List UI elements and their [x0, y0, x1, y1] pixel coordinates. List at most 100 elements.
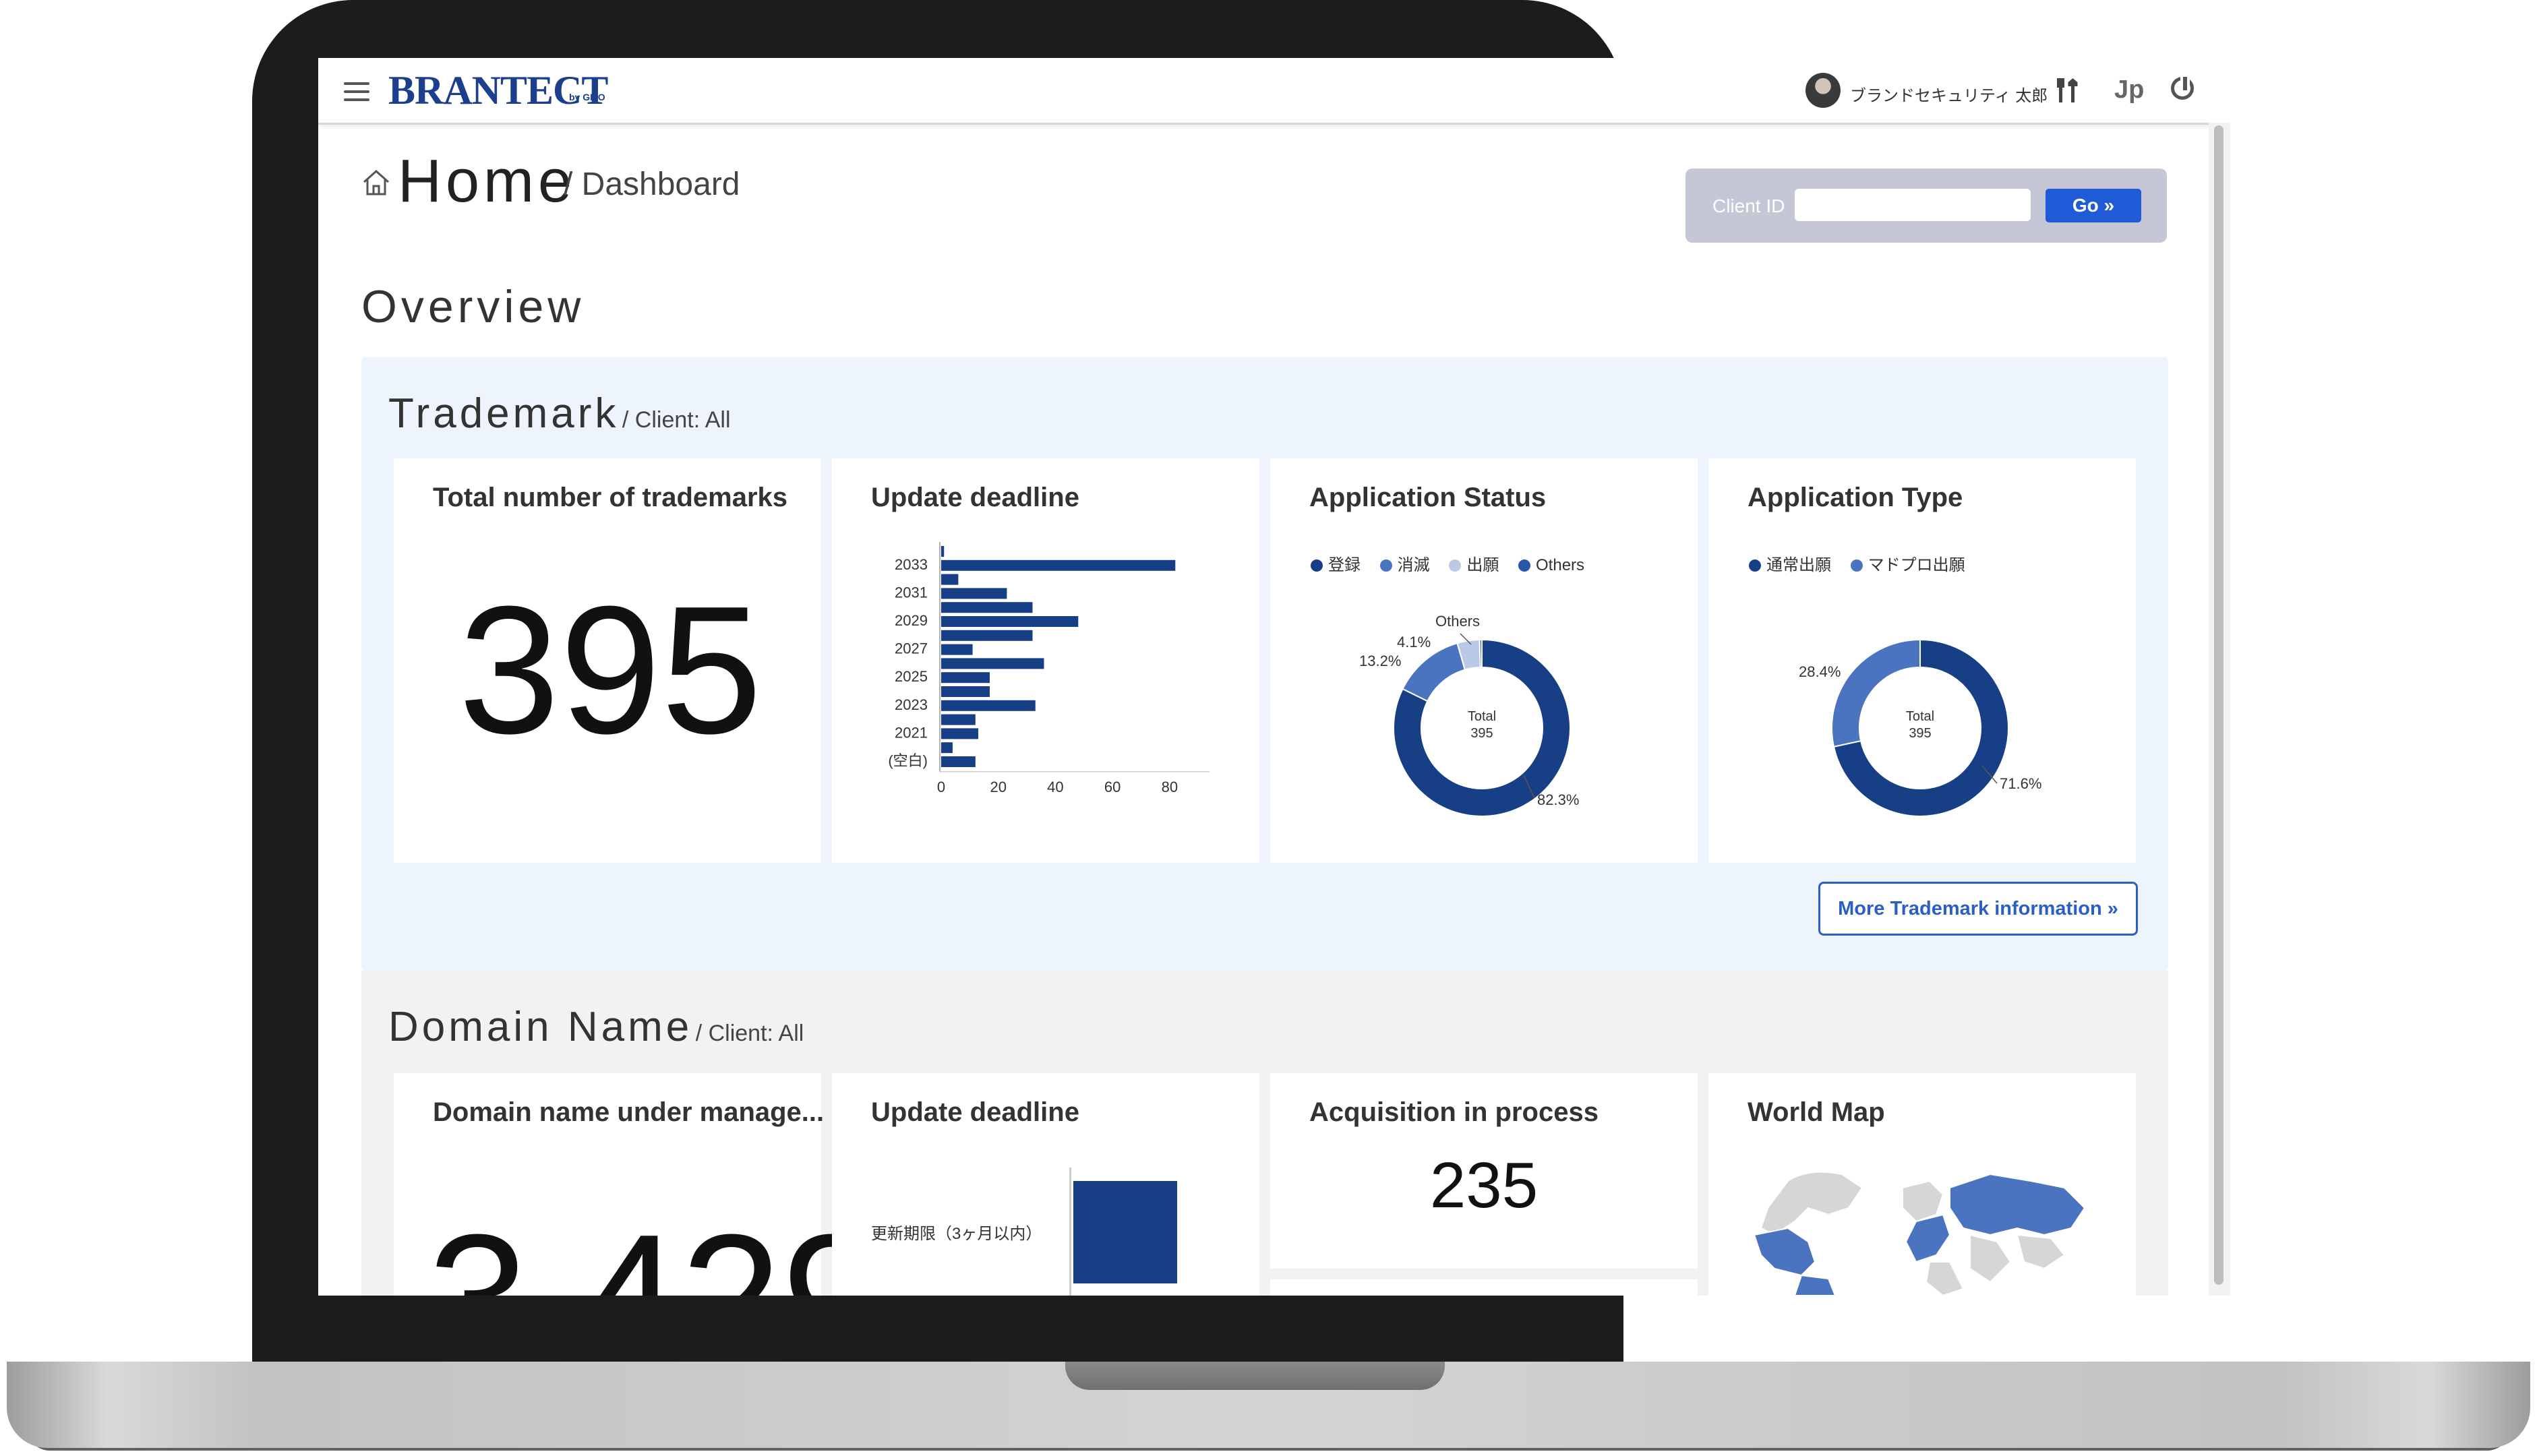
bar	[941, 574, 959, 585]
y-tick-label: 2021	[895, 724, 928, 741]
app-screen: BRANTECT by GMO ブランドセキュリティ 太郎 Jp Home / …	[318, 58, 2230, 1296]
bar	[941, 742, 953, 754]
domain-update-deadline-card[interactable]: Update deadline 更新期限（3ヶ月以内）	[832, 1073, 1259, 1296]
trademark-update-deadline-card[interactable]: Update deadline 2033 2031 2029 2027 2025 2023…	[832, 458, 1259, 863]
page-title: Home	[398, 148, 576, 215]
next-card[interactable]	[1270, 1279, 1698, 1296]
scrollbar-thumb[interactable]	[2214, 125, 2223, 1285]
x-tick-label: 80	[1162, 779, 1178, 795]
trademark-section: Trademark / Client: All Total number of …	[361, 357, 2168, 971]
trademark-deadline-bar-chart: 2033 2031 2029 2027 2025 2023 2021 (空白) 0 20 40 60 8…	[888, 542, 1210, 795]
deadline-bar	[1073, 1181, 1177, 1283]
y-tick-label: 2033	[895, 556, 928, 573]
card-title: Application Status	[1309, 483, 1547, 512]
card-title: World Map	[1748, 1097, 1885, 1127]
bar	[941, 658, 1044, 669]
legend-label: 登録	[1328, 556, 1361, 574]
application-type-donut-chart: Total 395 28.4% 71.6%	[1799, 638, 2041, 817]
client-id-label: Client ID	[1712, 195, 1785, 216]
x-tick-label: 40	[1047, 779, 1063, 795]
donut-slice	[1831, 638, 1921, 748]
bar	[941, 616, 1079, 627]
acquisition-card[interactable]: Acquisition in process 235	[1270, 1073, 1698, 1269]
bar	[941, 728, 979, 739]
status-legend: 登録 消滅 出願 Others	[1311, 551, 1599, 575]
home-icon	[363, 169, 389, 195]
bar	[941, 756, 976, 767]
card-title: Total number of trademarks	[433, 483, 788, 512]
legend-label: 消滅	[1397, 556, 1430, 574]
avatar[interactable]	[1805, 73, 1841, 108]
bar	[941, 559, 1176, 571]
user-name[interactable]: ブランドセキュリティ 太郎	[1850, 87, 2048, 105]
client-id-input[interactable]	[1795, 189, 2031, 221]
domains-managed-card[interactable]: Domain name under manage... 3,429	[394, 1073, 883, 1296]
y-tick-label: (空白)	[888, 752, 928, 769]
card-title: Domain name under manage...	[433, 1097, 825, 1127]
total-trademarks-value: 395	[458, 569, 763, 772]
bar	[941, 672, 990, 684]
breadcrumb: / Dashboard	[564, 166, 740, 202]
y-tick-label: 2023	[895, 696, 928, 713]
slice-label: 13.2%	[1359, 653, 1401, 669]
language-toggle[interactable]: Jp	[2114, 75, 2145, 104]
more-trademark-info-button[interactable]: More Trademark information »	[1818, 882, 2138, 936]
y-tick-label: 2031	[895, 584, 928, 601]
x-tick-label: 0	[937, 779, 945, 795]
hamburger-menu-icon[interactable]	[344, 82, 369, 101]
legend-label: 通常出願	[1766, 556, 1831, 574]
acquisition-value: 235	[1429, 1149, 1539, 1221]
slice-label: 4.1%	[1397, 634, 1431, 650]
bar	[941, 686, 990, 697]
card-title: Update deadline	[871, 1097, 1079, 1127]
bar	[941, 602, 1033, 613]
donut-center-value: 395	[1470, 726, 1493, 741]
donut-center-value: 395	[1909, 726, 1931, 741]
power-icon[interactable]	[2171, 74, 2194, 100]
application-status-donut-chart: Total 395 Others 4.1% 13.2% 82.3%	[1359, 613, 1579, 817]
bar	[941, 644, 973, 655]
y-tick-label: 2029	[895, 612, 928, 629]
application-type-card[interactable]: Application Type 通常出願 マドプロ出願 Total 395 2…	[1708, 458, 2136, 863]
domain-section: Domain Name / Client: All Domain name un…	[361, 971, 2168, 1296]
slice-label: 71.6%	[2000, 775, 2041, 792]
brand-logo-sub: by GMO	[569, 92, 605, 102]
bar	[941, 588, 1007, 599]
donut-center-label: Total	[1468, 709, 1496, 724]
card-title: Acquisition in process	[1309, 1097, 1599, 1127]
deadline-bar-label: 更新期限（3ヶ月以内）	[871, 1225, 1042, 1243]
bar	[941, 630, 1033, 641]
laptop-notch	[1065, 1362, 1445, 1390]
world-map-card[interactable]: World Map	[1708, 1073, 2136, 1296]
type-legend: 通常出願 マドプロ出願	[1749, 551, 1980, 575]
donut-slice	[1832, 638, 2009, 817]
legend-label: Others	[1536, 556, 1585, 574]
donut-slice	[1393, 638, 1571, 817]
bar	[941, 546, 945, 557]
overview-heading: Overview	[361, 281, 585, 332]
trademark-subtitle: / Client: All	[622, 407, 731, 433]
tools-icon[interactable]	[2056, 77, 2079, 111]
slice-label: 82.3%	[1537, 791, 1579, 808]
domain-title: Domain Name	[388, 1004, 693, 1050]
donut-center-label: Total	[1906, 709, 1934, 724]
card-title: Application Type	[1748, 483, 1963, 512]
brand-logo[interactable]: BRANTECT	[388, 68, 608, 113]
domains-managed-value: 3,429	[427, 1194, 883, 1296]
trademark-title: Trademark	[388, 390, 620, 437]
slice-label: 28.4%	[1799, 663, 1841, 680]
x-tick-label: 20	[990, 779, 1006, 795]
go-button[interactable]: Go »	[2046, 189, 2141, 222]
slice-leader-line	[1460, 633, 1472, 645]
bar	[941, 714, 976, 725]
application-status-card[interactable]: Application Status 登録 消滅 出願 Others Total…	[1270, 458, 1698, 863]
donut-slice	[1402, 642, 1466, 702]
donut-slice	[1479, 638, 1483, 669]
domain-subtitle: / Client: All	[695, 1021, 804, 1046]
slice-label: Others	[1435, 613, 1480, 630]
y-tick-label: 2027	[895, 640, 928, 657]
bar	[941, 700, 1036, 711]
chart-axis	[1069, 1167, 1071, 1296]
card-title: Update deadline	[871, 483, 1079, 512]
total-trademarks-card[interactable]: Total number of trademarks 395	[394, 458, 821, 863]
